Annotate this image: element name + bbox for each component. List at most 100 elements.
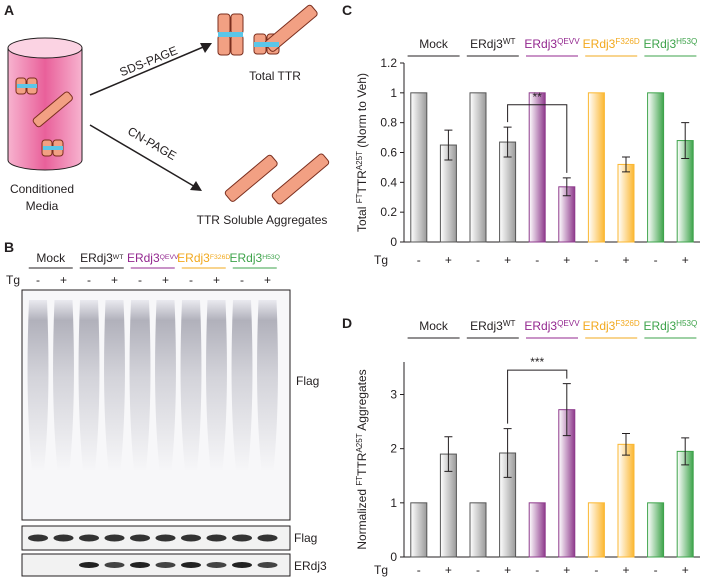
bar	[587, 502, 605, 558]
y-axis-label: Total FTTTRA25T (Norm to Veh)	[355, 73, 370, 232]
group-label: ERdj3H53Q	[230, 251, 280, 265]
y-label-sup: A25T	[355, 151, 364, 170]
blot-band	[79, 534, 99, 542]
arrow	[89, 124, 198, 189]
arrow	[89, 44, 209, 96]
error-bar	[562, 177, 571, 197]
panel-label: A	[4, 2, 14, 18]
group-sup: F326D	[615, 319, 639, 328]
y-label-text: TTR	[355, 452, 369, 476]
panel-label: D	[342, 315, 352, 331]
blot-label: Flag	[296, 374, 319, 388]
y-label-text: Total	[355, 203, 369, 232]
y-tick-label: 0.6	[380, 146, 397, 160]
error-bar	[444, 436, 453, 472]
chart: D Normalized FTTTRA25T Aggregates 0 1 2 3 Mock…	[342, 315, 700, 577]
significance-label: **	[533, 90, 543, 104]
blot-band	[104, 534, 125, 542]
error-bar	[444, 129, 453, 161]
blot-smear	[231, 300, 253, 470]
group-name: ERdj3	[524, 37, 557, 51]
method-label: CN-PAGE	[125, 124, 179, 163]
tg-sign: -	[87, 273, 91, 287]
y-tick-label: 1.2	[380, 56, 397, 70]
group-label: ERdj3F326D	[583, 37, 640, 52]
group-label: ERdj3WT	[470, 37, 515, 52]
x-tick-label: -	[417, 563, 421, 577]
error-bar	[681, 122, 690, 159]
group-sup: QEVV	[160, 254, 179, 261]
blot-band	[53, 534, 74, 542]
group-name: ERdj3	[80, 251, 113, 265]
group-label: ERdj3F326D	[177, 251, 230, 265]
blot-band	[206, 562, 227, 568]
bar	[469, 92, 487, 243]
y-label-text: Aggregates	[355, 369, 369, 433]
bar	[676, 450, 694, 558]
x-tick-label: +	[445, 563, 452, 577]
blot-smear	[27, 300, 49, 470]
group-name: ERdj3	[643, 319, 676, 333]
bar	[617, 443, 635, 558]
tube-chaperone	[17, 84, 37, 88]
blot-band	[257, 562, 278, 568]
group-label: ERdj3WT	[80, 251, 123, 265]
bar	[647, 502, 665, 558]
blot-band	[181, 562, 201, 568]
panel-a: A Conditioned Media SDS-PAGE CN-PAGE Tot…	[4, 2, 330, 227]
y-tick-label: 1	[390, 496, 397, 510]
blot-band	[28, 534, 48, 542]
group-name: ERdj3	[583, 319, 616, 333]
x-tick-label: +	[563, 253, 570, 267]
y-tick-label: 3	[390, 388, 397, 402]
y-axis-label: Normalized FTTTRA25T Aggregates	[355, 369, 370, 549]
x-tick-label: -	[476, 563, 480, 577]
tg-sign: +	[213, 273, 220, 287]
x-tick-label: +	[563, 563, 570, 577]
chart: C Total FTTTRA25T (Norm to Veh) 0 0.2 0.4 0.6…	[342, 2, 700, 267]
significance-label: ***	[530, 355, 544, 369]
arrowhead	[190, 181, 202, 191]
error-bar	[622, 433, 630, 456]
group-name: ERdj3	[230, 251, 263, 265]
group-label: ERdj3QEVV	[524, 37, 580, 52]
group-label: ERdj3QEVV	[524, 319, 580, 334]
y-tick-label: 0.2	[380, 205, 397, 219]
bar	[528, 92, 546, 243]
x-axis-label: Tg	[374, 253, 388, 267]
y-tick-label: 2	[390, 442, 397, 456]
group-sup: QEVV	[557, 319, 580, 328]
group-label: Mock	[419, 319, 449, 333]
x-tick-label: -	[654, 563, 658, 577]
tg-sign: -	[138, 273, 142, 287]
group-sup: WT	[503, 37, 516, 46]
blot-smear	[78, 300, 100, 470]
y-label-sup: FT	[355, 476, 364, 486]
blot-band	[155, 534, 176, 542]
target-label: Total TTR	[249, 69, 301, 83]
blot-band	[130, 562, 150, 568]
arrowhead	[200, 43, 212, 53]
blot-smear	[206, 300, 227, 470]
y-label-text: TTR	[355, 170, 369, 194]
tg-sign: +	[60, 273, 67, 287]
error-bar	[503, 126, 512, 158]
blot-smear	[129, 300, 151, 470]
blot-band	[206, 534, 227, 542]
target-label: TTR Soluble Aggregates	[197, 213, 328, 227]
source-label: Media	[26, 199, 59, 213]
group-sup: H53Q	[676, 319, 697, 328]
group-label: ERdj3WT	[470, 319, 515, 334]
tg-sign: +	[264, 273, 271, 287]
group-label: ERdj3H53Q	[643, 319, 697, 334]
panel-label: B	[4, 239, 14, 255]
blot-band	[130, 534, 150, 542]
group-name: ERdj3	[470, 37, 503, 51]
x-tick-label: -	[535, 563, 539, 577]
group-name: ERdj3	[470, 319, 503, 333]
bar	[587, 92, 605, 243]
group-label: Mock	[419, 37, 449, 51]
tube-chaperone	[43, 146, 63, 150]
